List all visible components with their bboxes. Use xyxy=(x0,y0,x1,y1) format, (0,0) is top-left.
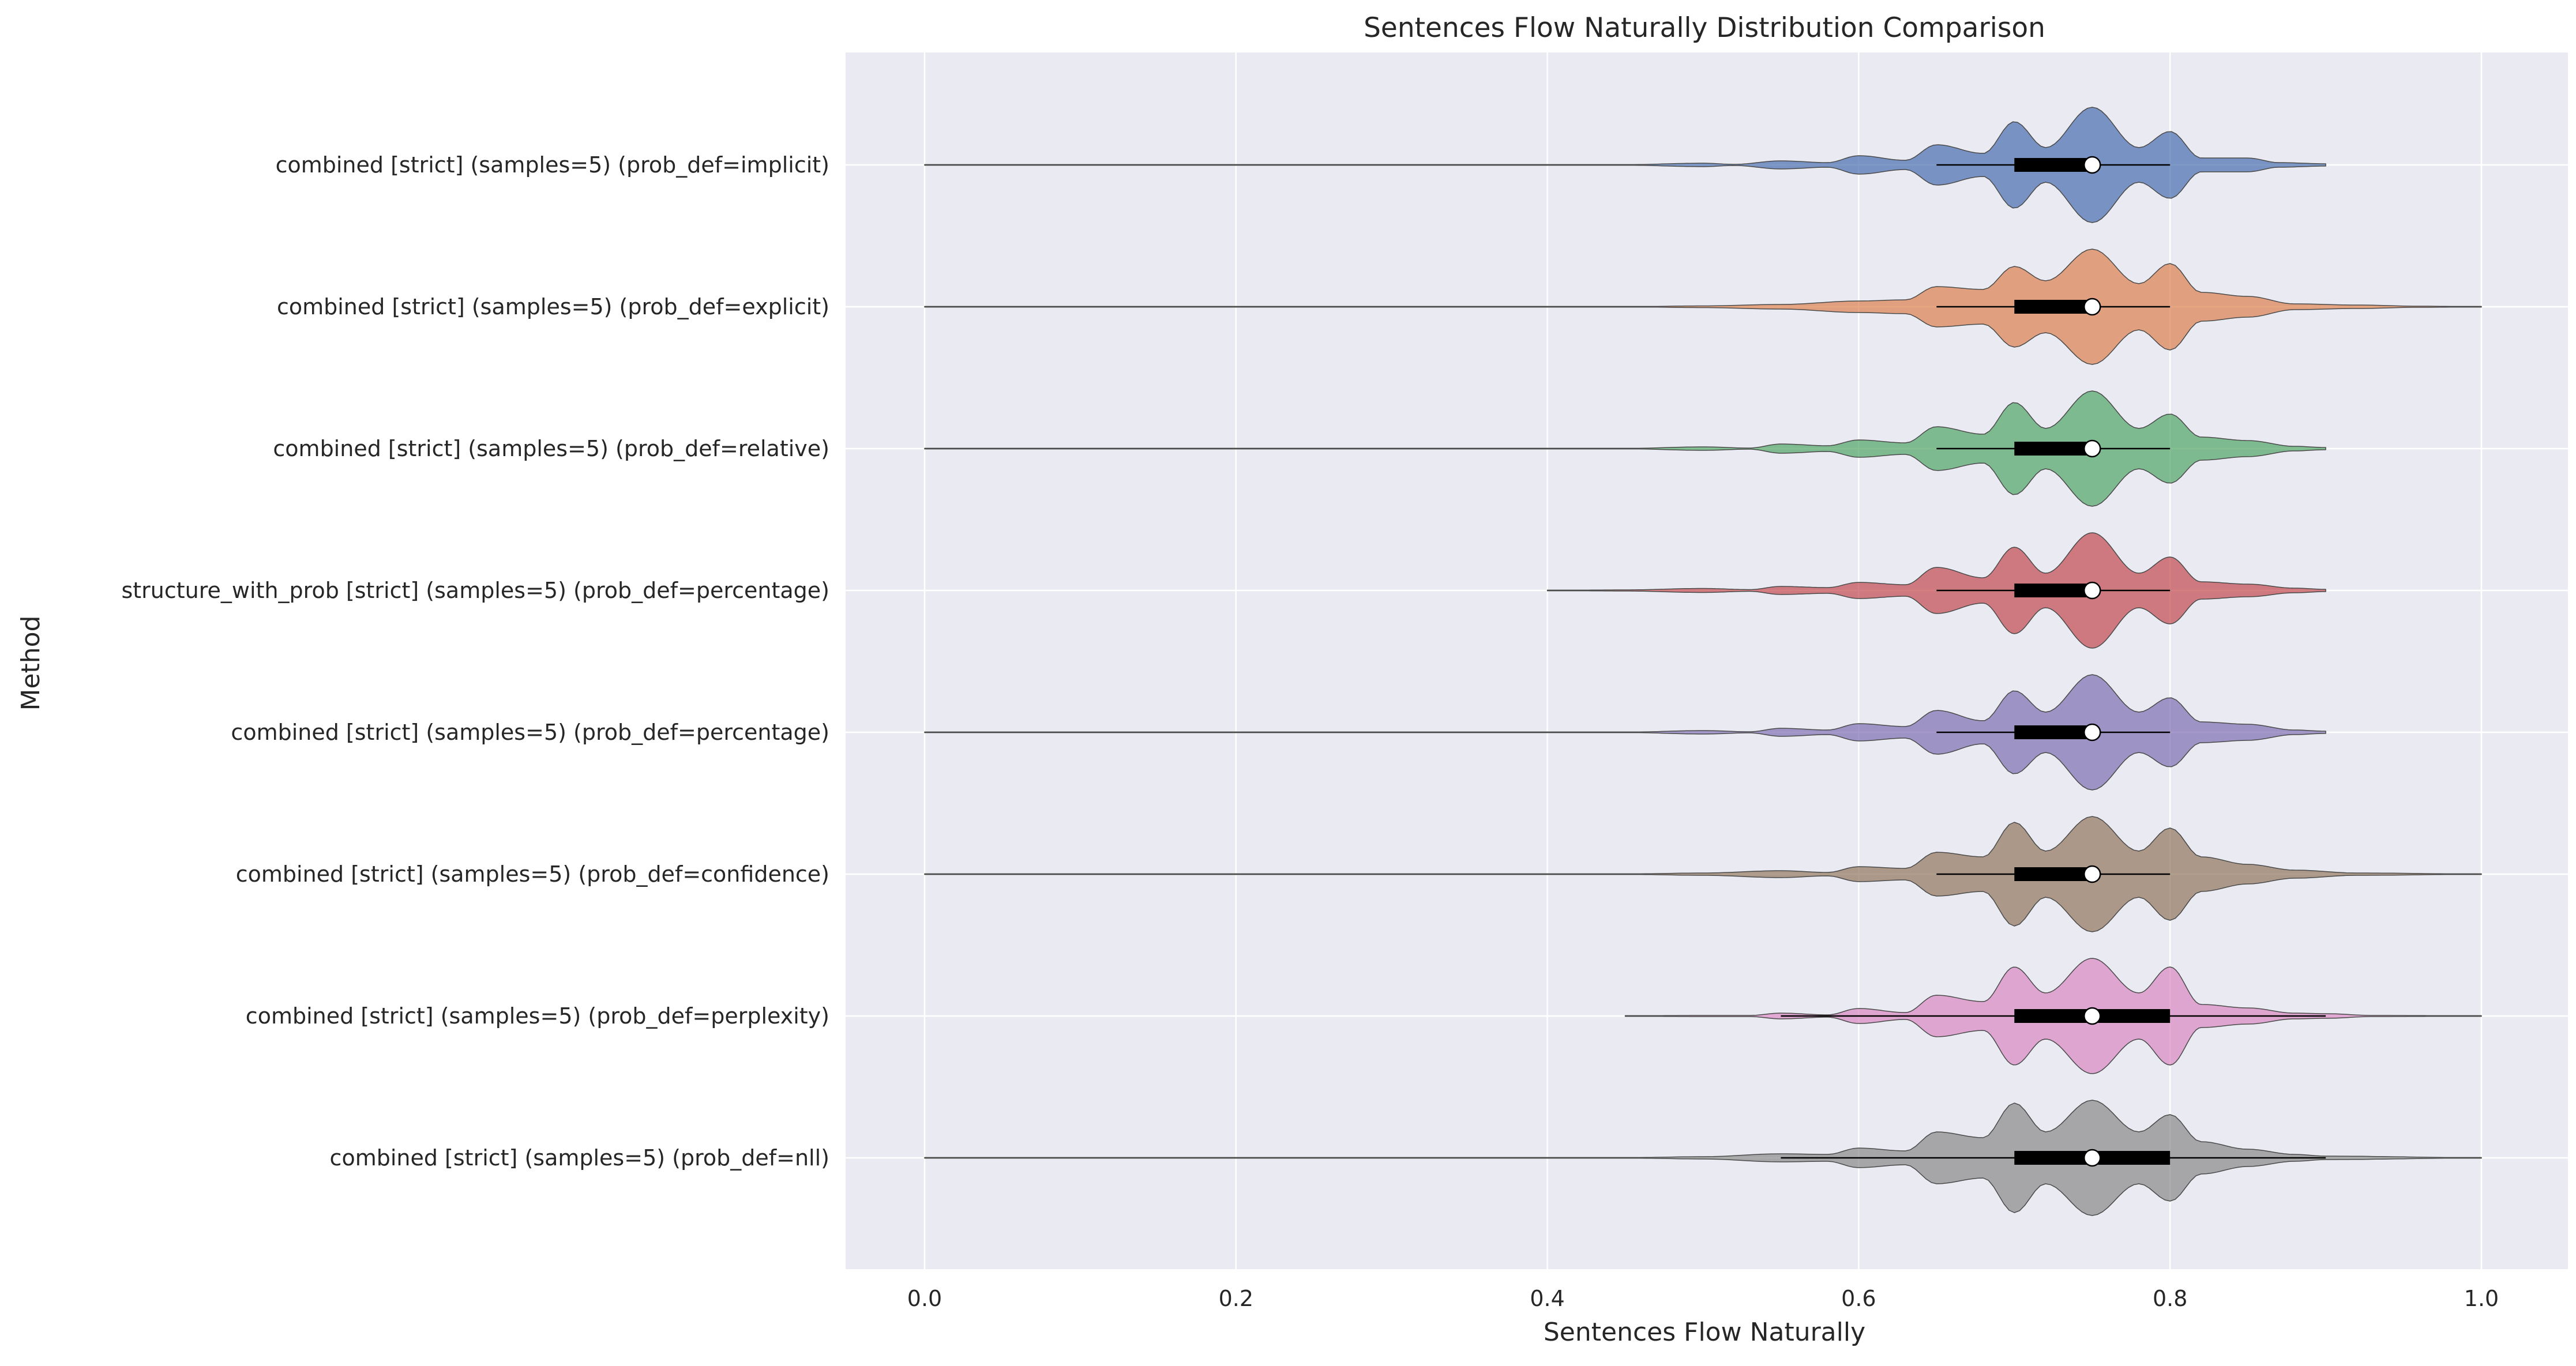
violin-group xyxy=(924,1100,2482,1216)
iqr-box xyxy=(2014,442,2093,456)
iqr-box xyxy=(2014,867,2093,881)
violin-group xyxy=(924,249,2482,365)
median-marker xyxy=(2083,156,2101,174)
median-marker xyxy=(2083,723,2101,742)
iqr-box xyxy=(2014,300,2093,314)
violins xyxy=(924,107,2482,1216)
violin-body xyxy=(924,390,2326,507)
y-tick-label: combined [strict] (samples=5) (prob_def=… xyxy=(276,152,829,178)
y-tick-label: combined [strict] (samples=5) (prob_def=… xyxy=(231,720,829,745)
x-tick-label: 1.0 xyxy=(2464,1286,2499,1311)
x-tick-label: 0.4 xyxy=(1530,1286,1564,1311)
violin-body xyxy=(924,249,2482,365)
violin-group xyxy=(924,816,2482,932)
plot-background xyxy=(846,52,2568,1269)
y-tick-label: combined [strict] (samples=5) (prob_def=… xyxy=(277,294,829,319)
median-marker xyxy=(2083,1149,2101,1167)
iqr-box xyxy=(2014,725,2093,739)
iqr-box xyxy=(2014,158,2093,172)
x-axis-title: Sentences Flow Naturally xyxy=(1544,1318,1865,1347)
x-tick-label: 0.2 xyxy=(1219,1286,1253,1311)
x-tick-label: 0.8 xyxy=(2153,1286,2187,1311)
violin-body xyxy=(924,816,2482,932)
median-marker xyxy=(2083,439,2101,458)
median-marker xyxy=(2083,581,2101,600)
violin-body xyxy=(924,674,2326,791)
median-marker xyxy=(2083,298,2101,316)
y-tick-label: combined [strict] (samples=5) (prob_def=… xyxy=(273,436,829,461)
violin-body xyxy=(924,1100,2482,1216)
y-tick-labels: combined [strict] (samples=5) (prob_def=… xyxy=(121,152,829,1171)
iqr-box xyxy=(2014,584,2093,597)
chart-title: Sentences Flow Naturally Distribution Co… xyxy=(1364,12,2045,44)
y-tick-label: combined [strict] (samples=5) (prob_def=… xyxy=(246,1003,829,1029)
violin-body xyxy=(924,107,2326,223)
median-marker xyxy=(2083,1007,2101,1025)
violin-group xyxy=(1546,532,2326,649)
median-marker xyxy=(2083,865,2101,883)
violin-group xyxy=(924,390,2326,507)
violin-group xyxy=(1624,958,2482,1074)
x-tick-labels: 0.0 0.2 0.4 0.6 0.8 1.0 xyxy=(907,1286,2499,1311)
y-tick-label: combined [strict] (samples=5) (prob_def=… xyxy=(236,861,829,887)
y-tick-label: combined [strict] (samples=5) (prob_def=… xyxy=(330,1145,829,1171)
violin-group xyxy=(924,107,2326,223)
x-tick-label: 0.0 xyxy=(907,1286,942,1311)
y-axis-title: Method xyxy=(16,615,46,710)
y-tick-label: structure_with_prob [strict] (samples=5)… xyxy=(121,578,829,603)
violin-group xyxy=(924,674,2326,791)
x-tick-label: 0.6 xyxy=(1841,1286,1876,1311)
